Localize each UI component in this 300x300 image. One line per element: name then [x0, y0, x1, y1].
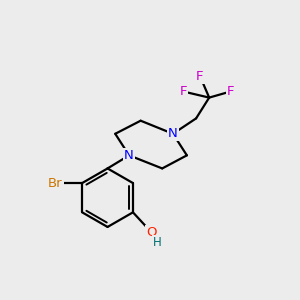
Text: H: H	[153, 236, 162, 249]
Text: F: F	[227, 85, 235, 98]
Text: F: F	[196, 70, 204, 83]
Text: N: N	[124, 149, 134, 162]
Text: F: F	[179, 85, 187, 98]
Text: Br: Br	[48, 177, 62, 190]
Text: O: O	[146, 226, 157, 239]
Text: N: N	[168, 127, 178, 140]
